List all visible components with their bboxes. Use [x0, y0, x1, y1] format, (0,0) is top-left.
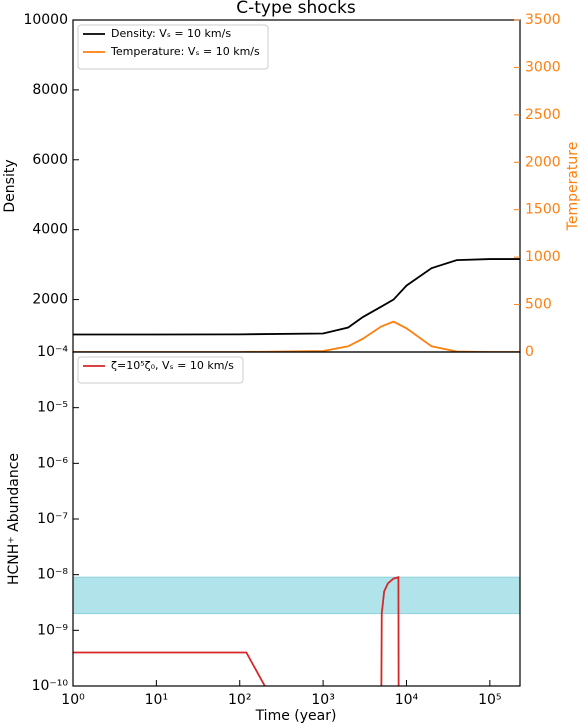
y-axis-label: Density — [2, 159, 18, 212]
y-tick-label: 6000 — [32, 152, 68, 168]
y-tick-label: 10⁻⁹ — [37, 622, 68, 638]
x-tick-label: 10³ — [311, 692, 334, 708]
y-axis-label: HCNH⁺ Abundance — [6, 453, 22, 585]
y2-tick-label: 3500 — [525, 12, 561, 28]
data-line — [73, 576, 400, 686]
y2-tick-label: 3000 — [525, 59, 561, 75]
axes-frame — [72, 19, 521, 353]
legend-box — [77, 356, 244, 384]
y-tick-label: 8000 — [32, 82, 68, 98]
plot-area — [73, 576, 520, 686]
y2-tick-label: 2000 — [525, 154, 561, 170]
chart-title: C-type shocks — [236, 0, 356, 18]
y-tick-label: 4000 — [32, 222, 68, 238]
x-tick-label: 10⁰ — [61, 692, 85, 708]
x-axis-label: Time (year) — [255, 708, 337, 724]
y-tick-label: 10000 — [23, 12, 68, 28]
axes-frame — [72, 351, 521, 687]
data-line — [73, 258, 520, 336]
y2-tick-label: 0 — [525, 344, 534, 360]
y2-tick-label: 1000 — [525, 249, 561, 265]
y-tick-label: 10⁻⁶ — [37, 455, 68, 471]
x-tick-label: 10⁵ — [478, 692, 501, 708]
y2-tick-label: 2500 — [525, 107, 561, 123]
y2-tick-label: 1500 — [525, 202, 561, 218]
legend-label: ζ=10⁵ζ₀, Vₛ = 10 km/s — [111, 359, 234, 372]
shaded-band — [73, 576, 520, 615]
y-tick-label: 10⁻⁵ — [37, 400, 68, 416]
legend-label: Density: Vₛ = 10 km/s — [111, 27, 231, 40]
x-tick-label: 10² — [228, 692, 251, 708]
y-tick-label: 10⁻⁸ — [37, 567, 68, 583]
y-tick-label: 10⁻¹⁰ — [32, 678, 69, 694]
y-tick-label: 10⁻⁷ — [37, 511, 68, 527]
data-line — [73, 320, 520, 352]
plot-area — [73, 258, 520, 352]
y2-axis-label: Temperature — [565, 142, 581, 232]
y-tick-label: 10⁻⁴ — [37, 344, 68, 360]
x-tick-label: 10⁴ — [395, 692, 419, 708]
y-tick-label: 2000 — [32, 292, 68, 308]
legend-label: Temperature: Vₛ = 10 km/s — [110, 45, 260, 58]
y2-tick-label: 500 — [525, 297, 552, 313]
x-tick-label: 10¹ — [145, 692, 168, 708]
legend-box — [77, 24, 269, 70]
